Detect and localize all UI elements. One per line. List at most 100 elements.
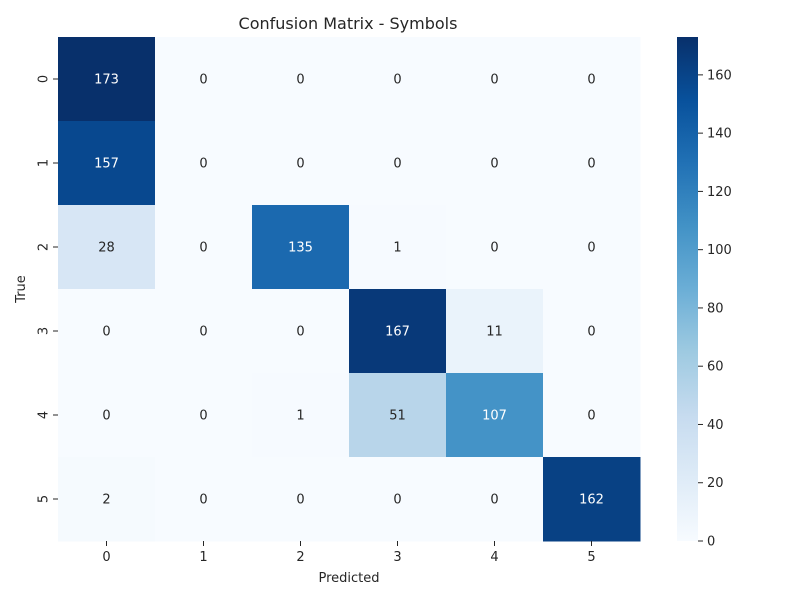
cell-value-label: 0 xyxy=(393,73,401,88)
heatmap-cell xyxy=(155,373,253,458)
heatmap-cell xyxy=(446,457,544,542)
cell-value-label: 135 xyxy=(288,241,313,256)
cell-value-label: 0 xyxy=(296,73,304,88)
heatmap-cells xyxy=(58,37,641,542)
chart-title: Confusion Matrix - Symbols xyxy=(239,14,458,33)
cell-value-label: 0 xyxy=(296,325,304,340)
heatmap-cell xyxy=(349,289,447,374)
y-tick-label: 0 xyxy=(37,75,52,83)
cell-value-label: 0 xyxy=(587,241,595,256)
heatmap-cell xyxy=(252,289,350,374)
y-tick-label: 4 xyxy=(37,411,52,419)
cell-value-label: 0 xyxy=(490,493,498,508)
colorbar-tick-label: 160 xyxy=(707,68,732,83)
cell-value-label: 0 xyxy=(199,325,207,340)
cell-value-label: 1 xyxy=(296,409,304,424)
cell-value-label: 0 xyxy=(490,157,498,172)
x-tick-label: 5 xyxy=(587,550,595,565)
heatmap-cell xyxy=(155,205,253,290)
heatmap-cell xyxy=(252,121,350,206)
heatmap-cell xyxy=(446,121,544,206)
cell-value-label: 162 xyxy=(579,493,604,508)
x-axis-label: Predicted xyxy=(318,571,379,586)
heatmap-cell xyxy=(349,205,447,290)
heatmap-cell xyxy=(446,289,544,374)
heatmap-cell xyxy=(58,121,156,206)
heatmap-cell xyxy=(252,457,350,542)
heatmap-cell xyxy=(252,205,350,290)
cell-value-label: 0 xyxy=(296,493,304,508)
colorbar-tick-label: 0 xyxy=(707,535,715,550)
x-tick-label: 3 xyxy=(393,550,401,565)
heatmap-cell xyxy=(155,121,253,206)
x-tick-label: 1 xyxy=(199,550,207,565)
cell-value-label: 11 xyxy=(486,325,503,340)
heatmap-cell xyxy=(446,37,544,122)
cell-value-label: 157 xyxy=(94,157,119,172)
heatmap-cell xyxy=(58,373,156,458)
y-axis: 0 1 2 3 4 5 xyxy=(37,75,58,503)
y-tick-label: 1 xyxy=(37,159,52,167)
cell-value-label: 0 xyxy=(393,493,401,508)
cell-value-label: 0 xyxy=(587,325,595,340)
cell-value-label: 51 xyxy=(389,409,406,424)
heatmap-cell xyxy=(349,37,447,122)
heatmap-cell xyxy=(349,457,447,542)
cell-value-label: 0 xyxy=(393,157,401,172)
heatmap-cell xyxy=(543,289,641,374)
cell-value-label: 0 xyxy=(102,325,110,340)
cell-value-label: 0 xyxy=(199,157,207,172)
heatmap-cell xyxy=(58,37,156,122)
cell-value-label: 28 xyxy=(98,241,115,256)
cell-value-label: 167 xyxy=(385,325,410,340)
heatmap-cell xyxy=(58,457,156,542)
heatmap-cell xyxy=(155,37,253,122)
cell-value-label: 1 xyxy=(393,241,401,256)
heatmap-cell xyxy=(58,205,156,290)
x-tick-label: 2 xyxy=(296,550,304,565)
cell-value-label: 0 xyxy=(587,157,595,172)
cell-value-label: 107 xyxy=(482,409,507,424)
heatmap-cell xyxy=(543,37,641,122)
colorbar-tick-label: 140 xyxy=(707,127,732,142)
cell-value-label: 0 xyxy=(587,409,595,424)
y-axis-label: True xyxy=(14,275,29,304)
heatmap-cell xyxy=(446,373,544,458)
heatmap-cell xyxy=(349,373,447,458)
cell-value-label: 0 xyxy=(199,241,207,256)
colorbar-tick-label: 20 xyxy=(707,476,724,491)
cell-value-label: 0 xyxy=(587,73,595,88)
colorbar-tick-label: 100 xyxy=(707,243,732,258)
heatmap-cell xyxy=(543,205,641,290)
heatmap-cell xyxy=(543,121,641,206)
cell-value-label: 0 xyxy=(199,73,207,88)
colorbar-gradient xyxy=(677,37,698,541)
heatmap-cell xyxy=(252,37,350,122)
y-tick-label: 2 xyxy=(37,243,52,251)
heatmap-cell-labels: 173 0 0 0 0 0 157 0 0 0 0 0 28 0 135 1 0 0 0 0 0 167 11 0 0 0 1 51 1… xyxy=(94,73,604,508)
cell-value-label: 0 xyxy=(490,73,498,88)
cell-value-label: 0 xyxy=(102,409,110,424)
colorbar-tick-label: 80 xyxy=(707,301,724,316)
heatmap-cell xyxy=(252,373,350,458)
colorbar-tick-label: 40 xyxy=(707,418,724,433)
cell-value-label: 0 xyxy=(296,157,304,172)
y-tick-label: 5 xyxy=(37,495,52,503)
colorbar-tick-label: 120 xyxy=(707,185,732,200)
x-axis: 0 1 2 3 4 5 xyxy=(102,541,596,565)
cell-value-label: 0 xyxy=(199,493,207,508)
heatmap-cell xyxy=(543,457,641,542)
cell-value-label: 2 xyxy=(102,493,110,508)
colorbar: 0 20 40 60 80 100 120 140 160 xyxy=(677,37,732,550)
cell-value-label: 173 xyxy=(94,73,119,88)
x-tick-label: 0 xyxy=(102,550,110,565)
cell-value-label: 0 xyxy=(199,409,207,424)
x-tick-label: 4 xyxy=(490,550,498,565)
y-tick-label: 3 xyxy=(37,327,52,335)
cell-value-label: 0 xyxy=(490,241,498,256)
heatmap-cell xyxy=(155,289,253,374)
heatmap-cell xyxy=(543,373,641,458)
heatmap-cell xyxy=(446,205,544,290)
heatmap-cell xyxy=(155,457,253,542)
